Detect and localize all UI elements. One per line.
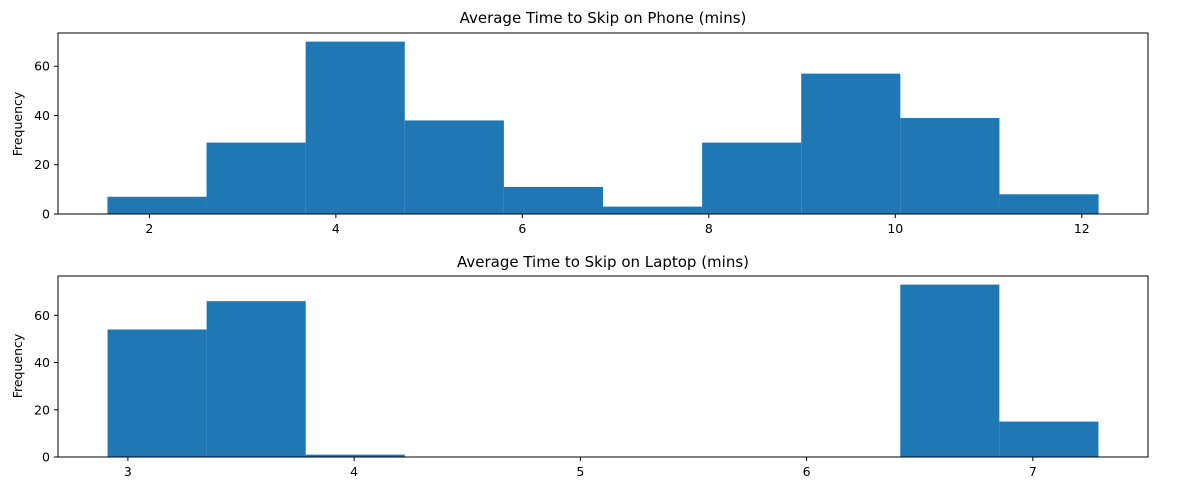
laptop-bar	[900, 284, 1000, 457]
laptop-y-tick-label: 0	[42, 450, 50, 465]
phone-x-tick-label: 2	[145, 221, 153, 236]
phone-bar	[404, 120, 504, 214]
phone-axes-frame	[57, 32, 1149, 215]
laptop-x-tick-label: 7	[1029, 464, 1037, 479]
laptop-x-tick-label: 6	[803, 464, 811, 479]
phone-x-tick-label: 6	[518, 221, 526, 236]
laptop-x-tick-label: 4	[350, 464, 358, 479]
phone-bar	[305, 41, 405, 214]
phone-bar	[107, 196, 207, 214]
phone-chart-title: Average Time to Skip on Phone (mins)	[460, 9, 747, 27]
laptop-y-tick-label: 60	[34, 308, 50, 323]
phone-x-tick-label: 8	[705, 221, 713, 236]
laptop-x-tick-label: 3	[124, 464, 132, 479]
phone-bar	[702, 142, 802, 214]
phone-y-tick-label: 60	[34, 59, 50, 74]
laptop-y-ticks: 0 20 40 60	[34, 308, 58, 465]
laptop-histogram: Average Time to Skip on Laptop (mins) Fr…	[10, 253, 1149, 479]
laptop-bar	[305, 454, 405, 457]
laptop-y-tick-label: 20	[34, 402, 50, 417]
phone-bar	[206, 142, 306, 214]
phone-y-tick-label: 0	[42, 207, 50, 222]
phone-bar	[999, 194, 1099, 214]
laptop-x-ticks: 3 4 5 6 7	[124, 457, 1037, 479]
phone-bar	[503, 186, 603, 214]
phone-bar	[603, 206, 703, 214]
phone-y-tick-label: 20	[34, 157, 50, 172]
phone-bars	[107, 41, 1099, 214]
laptop-y-axis-label: Frequency	[10, 333, 25, 398]
laptop-bar	[206, 301, 306, 457]
laptop-chart-title: Average Time to Skip on Laptop (mins)	[457, 253, 749, 271]
phone-histogram: Average Time to Skip on Phone (mins) Fre…	[10, 9, 1149, 236]
phone-x-tick-label: 4	[332, 221, 340, 236]
phone-x-tick-label: 12	[1074, 221, 1090, 236]
phone-bar	[801, 73, 901, 214]
laptop-bar	[999, 421, 1099, 457]
laptop-x-tick-label: 5	[576, 464, 584, 479]
phone-y-axis-label: Frequency	[10, 91, 25, 156]
laptop-axes-frame	[57, 275, 1149, 458]
phone-y-tick-label: 40	[34, 108, 50, 123]
laptop-bar	[107, 329, 207, 457]
phone-bar	[900, 117, 1000, 214]
phone-y-ticks: 0 20 40 60	[34, 59, 58, 222]
laptop-bars	[107, 284, 1099, 457]
phone-x-ticks: 2 4 6 8 10 12	[145, 214, 1090, 236]
phone-x-tick-label: 10	[887, 221, 903, 236]
laptop-y-tick-label: 40	[34, 355, 50, 370]
